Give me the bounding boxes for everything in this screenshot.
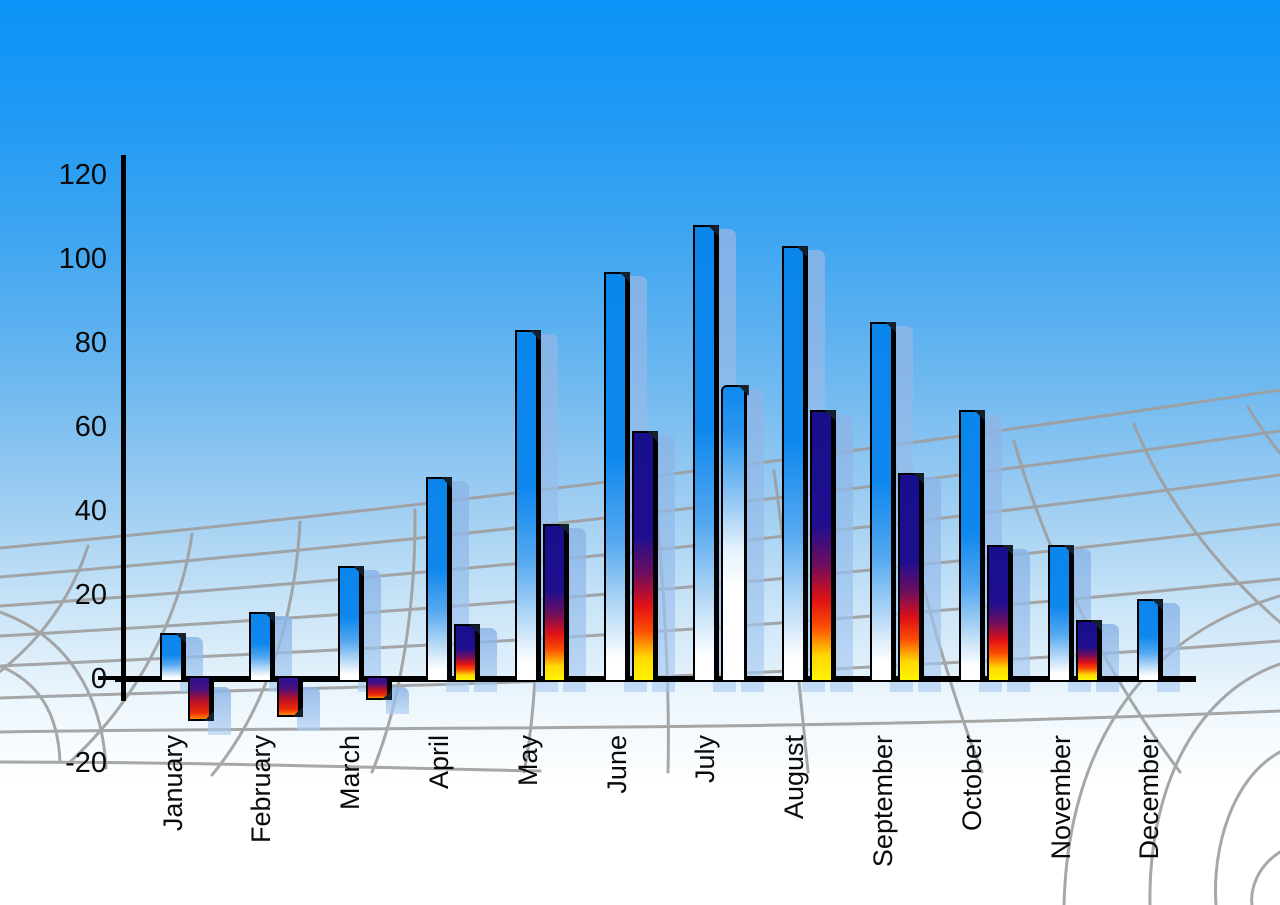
bar-june-secondary: [632, 431, 658, 682]
x-axis-month-label: July: [690, 735, 721, 784]
bar-june-main: [604, 271, 630, 682]
y-axis-tick-label: 20: [74, 579, 107, 611]
bar-bevel-edge: [647, 431, 658, 443]
y-axis-tick-label: 60: [74, 411, 107, 443]
bar-september-secondary: [898, 473, 925, 682]
bar-bevel-edge: [263, 611, 275, 623]
bar-bevel-edge: [352, 565, 364, 577]
bar-bevel-edge: [824, 410, 836, 422]
x-axis-month-label: March: [335, 735, 366, 811]
x-axis-month-label: June: [601, 735, 632, 794]
bar-march-main: [337, 565, 364, 682]
bar-may-main: [515, 330, 542, 682]
bar-october-main: [959, 410, 986, 682]
bar-bevel-edge: [707, 225, 719, 237]
bar-bevel-edge: [530, 330, 542, 342]
bar-bevel-edge: [1002, 544, 1014, 556]
bar-bevel-edge: [1091, 620, 1102, 632]
bar-january-main: [160, 632, 186, 682]
bar-bevel-edge: [913, 473, 925, 485]
bar-march-secondary: [365, 676, 392, 700]
bar-april-main: [426, 477, 453, 682]
bar-april-secondary: [454, 624, 481, 682]
bar-july-main: [692, 225, 719, 682]
bar-bevel-edge: [885, 322, 897, 333]
y-axis-tick-label: 0: [90, 663, 107, 695]
bar-february-secondary: [276, 676, 303, 717]
zero-tick-mark: [98, 676, 122, 680]
bar-bevel-edge: [381, 690, 392, 700]
bar-november-main: [1048, 544, 1074, 682]
bar-bevel-edge: [737, 385, 749, 396]
bar-bevel-edge: [1063, 544, 1074, 556]
bar-bevel-edge: [1151, 599, 1163, 611]
y-axis-tick-label: -20: [65, 747, 107, 779]
x-axis-month-label: August: [779, 735, 810, 820]
bar-october-secondary: [987, 544, 1014, 682]
bar-may-secondary: [543, 523, 570, 682]
bar-bevel-edge: [441, 477, 453, 489]
y-axis-tick-label: 80: [74, 327, 107, 359]
bar-february-main: [248, 611, 275, 682]
bar-bevel-edge: [974, 410, 986, 422]
x-axis-month-label: September: [867, 735, 898, 868]
x-axis-month-label: April: [423, 735, 454, 790]
bar-november-secondary: [1076, 620, 1102, 682]
bar-july-secondary: [720, 385, 749, 682]
x-axis-month-label: November: [1045, 735, 1076, 860]
x-axis-month-label: May: [512, 735, 543, 787]
bar-august-secondary: [809, 410, 836, 682]
x-axis-month-label: January: [157, 735, 188, 832]
bar-september-main: [870, 322, 897, 682]
bar-bevel-edge: [175, 632, 186, 644]
x-axis-month-label: February: [246, 735, 277, 844]
bar-bevel-edge: [619, 271, 630, 283]
bar-bevel-edge: [204, 711, 214, 721]
y-axis-tick-label: 40: [74, 495, 107, 527]
x-axis-month-label: October: [956, 735, 987, 832]
x-axis-month-label: December: [1134, 735, 1165, 860]
y-axis-tick-label: 100: [58, 243, 107, 275]
bar-august-main: [781, 246, 808, 682]
y-axis-tick-label: 120: [58, 159, 107, 191]
bar-december-main: [1136, 599, 1163, 682]
bar-bevel-edge: [796, 246, 808, 258]
bar-bevel-edge: [558, 523, 570, 535]
bar-january-secondary: [188, 676, 214, 721]
bar-bevel-edge: [292, 706, 303, 717]
bar-bevel-edge: [469, 624, 481, 636]
y-axis-line: [121, 155, 126, 701]
